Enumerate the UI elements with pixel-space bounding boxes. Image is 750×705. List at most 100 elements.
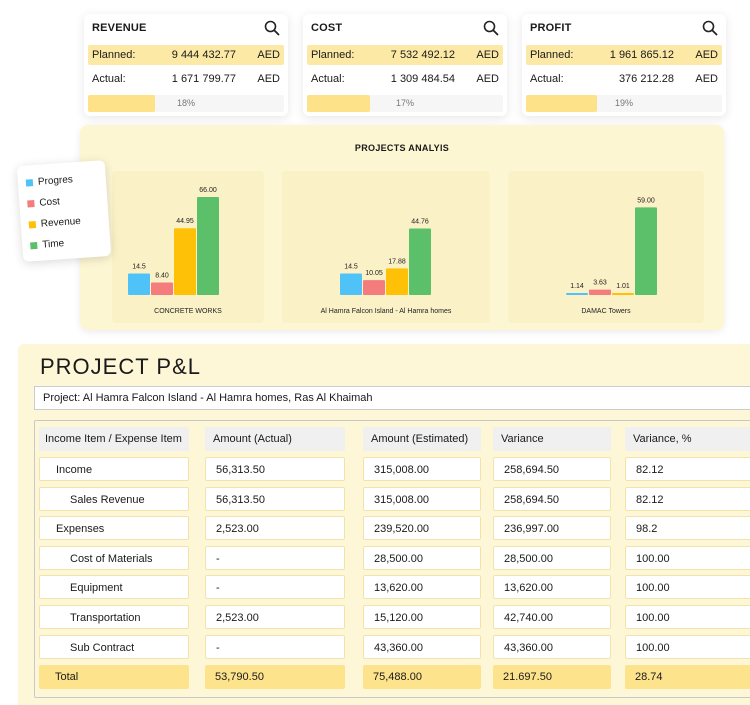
legend-swatch — [30, 241, 38, 250]
table-cell: 98.2 — [625, 516, 750, 541]
search-icon[interactable] — [264, 20, 280, 36]
kpi-card-profit: PROFIT Planned: 1 961 865.12 AED Actual:… — [522, 14, 726, 116]
project-pl-panel: PROJECT P&L Project: Al Hamra Falcon Isl… — [18, 344, 750, 705]
pl-table: Income Item / Expense Item Amount (Actual… — [34, 420, 750, 698]
kpi-planned-label: Planned: — [92, 49, 136, 61]
kpi-progress-bar: 19% — [526, 95, 722, 112]
kpi-actual-row: Actual: 1 671 799.77 AED — [88, 69, 284, 89]
bar-value-label: 10.05 — [365, 270, 383, 277]
table-cell: 43,360.00 — [363, 634, 481, 659]
kpi-planned-label: Planned: — [311, 49, 355, 61]
legend-item-time: Time — [30, 238, 65, 251]
table-cell: - — [205, 575, 345, 600]
table-cell: 100.00 — [625, 634, 750, 659]
kpi-currency: AED — [695, 49, 718, 61]
table-cell: 82.12 — [625, 457, 750, 481]
chart-svg-0: 14.5 8.40 44.95 66.00 CONCRETE WORKS — [128, 187, 222, 315]
kpi-title: COST — [311, 22, 343, 34]
chart-legend: Progres Cost Revenue Time — [16, 160, 112, 262]
analysis-title: PROJECTS ANALYIS — [354, 143, 450, 153]
kpi-planned-row: Planned: 1 961 865.12 AED — [526, 45, 722, 65]
table-row-label: Transportation — [39, 605, 189, 629]
chart-damac-towers: 1.14 3.63 1.01 59.00 DAMAC Towers — [508, 171, 704, 323]
search-icon[interactable] — [702, 20, 718, 36]
table-cell: 13,620.00 — [493, 575, 611, 600]
bar-value-label: 17.88 — [388, 258, 406, 265]
kpi-planned-label: Planned: — [530, 49, 574, 61]
kpi-actual-label: Actual: — [92, 73, 126, 85]
bar-time — [197, 196, 219, 295]
table-cell: 15,120.00 — [363, 605, 481, 629]
table-cell: 100.00 — [625, 605, 750, 629]
bar-value-label: 14.5 — [132, 263, 146, 270]
total-row-label: Total — [39, 665, 189, 690]
kpi-planned-value: 7 532 492.12 — [390, 49, 455, 61]
bar-time — [635, 207, 657, 295]
kpi-progress-label: 18% — [177, 98, 196, 108]
chart-title: Al Hamra Falcon Island - Al Hamra homes — [321, 308, 452, 315]
project-selector[interactable]: Project: Al Hamra Falcon Island - Al Ham… — [34, 386, 750, 410]
kpi-actual-label: Actual: — [530, 73, 564, 85]
table-header-cell: Variance, % — [625, 427, 750, 451]
chart-title: CONCRETE WORKS — [154, 308, 222, 315]
legend-item-cost: Cost — [27, 196, 60, 209]
table-cell: 258,694.50 — [493, 457, 611, 481]
kpi-actual-row: Actual: 1 309 484.54 AED — [307, 69, 503, 89]
kpi-progress-label: 17% — [396, 98, 415, 108]
legend-swatch — [28, 220, 37, 229]
table-cell: 56,313.50 — [205, 486, 345, 511]
table-cell: 13,620.00 — [363, 575, 481, 600]
bar-time — [409, 228, 431, 295]
table-cell: 2,523.00 — [205, 605, 345, 629]
table-header-cell: Amount (Estimated) — [363, 427, 481, 451]
kpi-planned-value: 1 961 865.12 — [609, 49, 674, 61]
bar-cost — [151, 282, 173, 295]
table-header-cell: Amount (Actual) — [205, 427, 345, 451]
legend-label: Progres — [37, 174, 74, 188]
bar-value-label: 14.5 — [344, 263, 358, 270]
pl-title: PROJECT P&L — [40, 354, 201, 379]
table-cell: 56,313.50 — [205, 457, 345, 481]
chart-svg-2: 1.14 3.63 1.01 59.00 DAMAC Towers — [566, 197, 657, 315]
table-cell: 100.00 — [625, 545, 750, 570]
chart-title: DAMAC Towers — [581, 308, 631, 315]
bar-value-label: 1.14 — [570, 283, 584, 290]
legend-item-revenue: Revenue — [28, 215, 82, 231]
bar-value-label: 66.00 — [199, 187, 217, 194]
kpi-title: PROFIT — [530, 22, 572, 34]
kpi-card-cost: COST Planned: 7 532 492.12 AED Actual: 1… — [303, 14, 507, 116]
total-cell: 75,488.00 — [363, 665, 481, 690]
table-cell: 236,997.00 — [493, 516, 611, 541]
kpi-planned-row: Planned: 7 532 492.12 AED — [307, 45, 503, 65]
bar-value-label: 1.01 — [616, 283, 630, 290]
bar-value-label: 44.76 — [411, 218, 429, 225]
bar-progres — [566, 293, 588, 295]
bar-cost — [589, 289, 611, 295]
legend-item-progress: Progres — [25, 174, 74, 188]
table-cell: 100.00 — [625, 575, 750, 600]
kpi-planned-value: 9 444 432.77 — [171, 49, 236, 61]
chart-svg-1: 14.5 10.05 17.88 44.76 Al Hamra Falcon Islan… — [321, 218, 452, 315]
search-icon[interactable] — [483, 20, 499, 36]
kpi-actual-value: 376 212.28 — [618, 73, 674, 85]
table-row-label: Cost of Materials — [39, 545, 189, 570]
table-row-label: Sub Contract — [39, 634, 189, 659]
legend-label: Cost — [39, 196, 61, 209]
table-cell: 43,360.00 — [493, 634, 611, 659]
table-header-cell: Income Item / Expense Item — [39, 427, 189, 451]
table-cell: 239,520.00 — [363, 516, 481, 541]
table-cell: - — [205, 634, 345, 659]
table-cell: 315,008.00 — [363, 457, 481, 481]
bar-value-label: 44.95 — [176, 218, 194, 225]
legend-label: Time — [41, 238, 65, 251]
kpi-progress-fill — [88, 95, 156, 112]
bar-revenue — [612, 293, 634, 295]
bar-value-label: 59.00 — [637, 197, 655, 204]
bar-value-label: 3.63 — [593, 280, 607, 287]
total-cell: 21.697.50 — [493, 665, 611, 690]
kpi-actual-row: Actual: 376 212.28 AED — [526, 69, 722, 89]
table-row-label: Equipment — [39, 575, 189, 600]
legend-label: Revenue — [40, 215, 82, 230]
kpi-currency: AED — [257, 49, 280, 61]
bar-progres — [340, 273, 362, 295]
